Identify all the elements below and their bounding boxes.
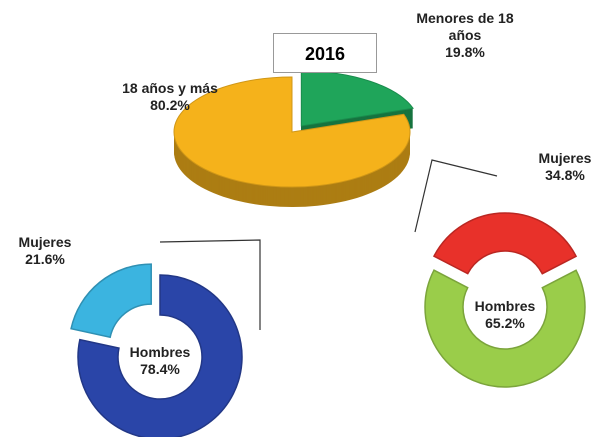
pie-slice xyxy=(173,76,411,188)
value-label: 34.8% xyxy=(545,167,585,183)
connector xyxy=(159,239,261,330)
category-label: Hombres xyxy=(474,298,536,314)
value-label: 65.2% xyxy=(485,315,525,331)
connectors xyxy=(159,159,498,330)
value-label: 78.4% xyxy=(140,361,180,377)
category-label: Mujeres xyxy=(18,234,72,250)
data-label: Hombres 78.4% xyxy=(95,344,225,378)
data-label: Menores de 18 años 19.8% xyxy=(410,10,520,61)
doughnut-slice xyxy=(70,263,152,339)
data-label: Mujeres 21.6% xyxy=(0,234,110,268)
value-label: 19.8% xyxy=(445,44,485,60)
category-label: Menores de 18 años xyxy=(416,10,514,43)
doughnut-slice xyxy=(77,274,243,437)
data-label: Mujeres 34.8% xyxy=(500,150,600,184)
value-label: 80.2% xyxy=(150,97,190,113)
doughnut-slice xyxy=(424,269,586,388)
doughnut-slice xyxy=(432,212,578,275)
value-label: 21.6% xyxy=(25,251,65,267)
category-label: Hombres xyxy=(129,344,191,360)
category-label: 18 años y más xyxy=(122,80,218,96)
connector xyxy=(414,159,498,233)
category-label: Mujeres xyxy=(538,150,592,166)
data-label: 18 años y más 80.2% xyxy=(115,80,225,114)
data-label: Hombres 65.2% xyxy=(440,298,570,332)
chart-title: 2016 xyxy=(273,33,377,73)
